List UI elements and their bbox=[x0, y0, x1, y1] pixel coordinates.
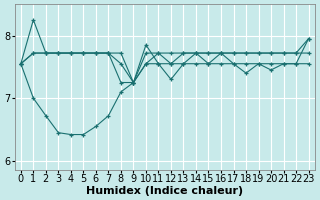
X-axis label: Humidex (Indice chaleur): Humidex (Indice chaleur) bbox=[86, 186, 243, 196]
